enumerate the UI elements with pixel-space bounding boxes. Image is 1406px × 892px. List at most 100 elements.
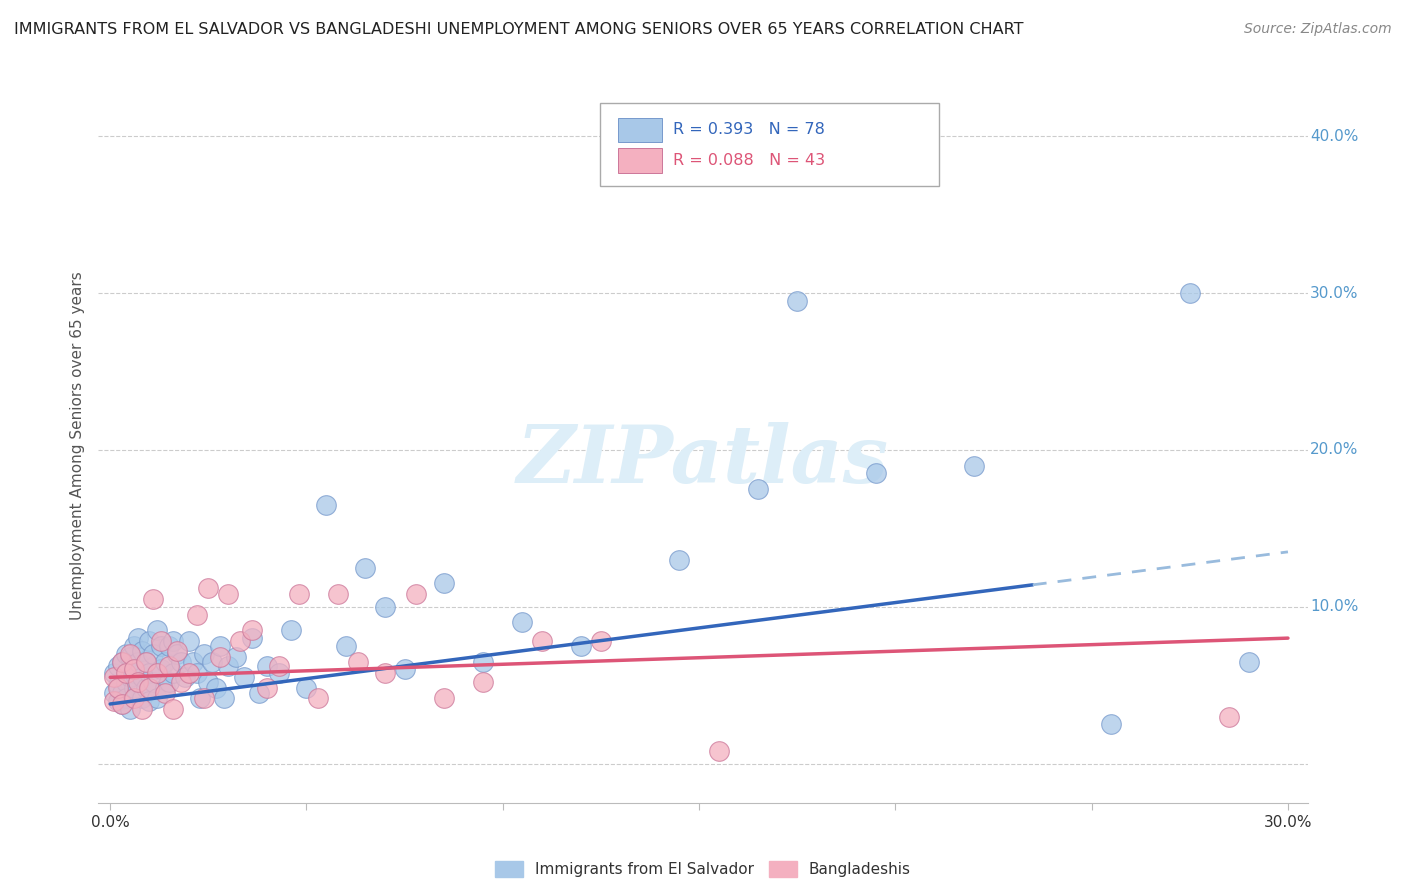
Point bbox=[173, 670, 195, 684]
Point bbox=[280, 624, 302, 638]
Point bbox=[122, 665, 145, 680]
Point bbox=[157, 659, 180, 673]
Point bbox=[193, 647, 215, 661]
Point bbox=[315, 498, 337, 512]
Point bbox=[111, 697, 134, 711]
Point bbox=[122, 639, 145, 653]
Point bbox=[335, 639, 357, 653]
Point bbox=[107, 681, 129, 696]
Point bbox=[229, 634, 252, 648]
Point bbox=[166, 643, 188, 657]
Point bbox=[963, 458, 986, 473]
Point bbox=[103, 694, 125, 708]
Point bbox=[212, 690, 235, 705]
Point bbox=[157, 639, 180, 653]
Point bbox=[107, 678, 129, 692]
Point bbox=[166, 647, 188, 661]
Point bbox=[131, 670, 153, 684]
Point bbox=[111, 655, 134, 669]
Point bbox=[127, 655, 149, 669]
Point bbox=[170, 675, 193, 690]
Point bbox=[153, 686, 176, 700]
Point bbox=[1237, 655, 1260, 669]
Point bbox=[209, 649, 232, 664]
Text: ZIPatlas: ZIPatlas bbox=[517, 422, 889, 499]
Point bbox=[287, 587, 309, 601]
Point bbox=[131, 702, 153, 716]
Point bbox=[135, 655, 157, 669]
Point bbox=[177, 665, 200, 680]
Point bbox=[115, 665, 138, 680]
Point bbox=[209, 639, 232, 653]
Point bbox=[146, 665, 169, 680]
Point bbox=[267, 665, 290, 680]
Point bbox=[433, 576, 456, 591]
Point bbox=[256, 659, 278, 673]
Point bbox=[150, 634, 173, 648]
Point bbox=[295, 681, 318, 696]
FancyBboxPatch shape bbox=[600, 103, 939, 186]
Point bbox=[157, 675, 180, 690]
Point bbox=[111, 686, 134, 700]
Point bbox=[240, 631, 263, 645]
Point bbox=[747, 482, 769, 496]
Point bbox=[146, 690, 169, 705]
Legend: Immigrants from El Salvador, Bangladeshis: Immigrants from El Salvador, Bangladeshi… bbox=[495, 862, 911, 877]
Point bbox=[707, 744, 730, 758]
Point bbox=[531, 634, 554, 648]
Point bbox=[1218, 709, 1240, 723]
Point bbox=[103, 665, 125, 680]
Point bbox=[668, 552, 690, 566]
FancyBboxPatch shape bbox=[619, 148, 662, 173]
Point bbox=[150, 663, 173, 677]
Point bbox=[177, 634, 200, 648]
Text: IMMIGRANTS FROM EL SALVADOR VS BANGLADESHI UNEMPLOYMENT AMONG SENIORS OVER 65 YE: IMMIGRANTS FROM EL SALVADOR VS BANGLADES… bbox=[14, 22, 1024, 37]
Point bbox=[131, 643, 153, 657]
Point bbox=[394, 663, 416, 677]
Point bbox=[307, 690, 329, 705]
Point bbox=[153, 681, 176, 696]
Point bbox=[142, 591, 165, 606]
Point bbox=[433, 690, 456, 705]
Point bbox=[354, 560, 377, 574]
Point bbox=[138, 694, 160, 708]
Point bbox=[162, 634, 184, 648]
Point bbox=[135, 681, 157, 696]
Text: 10.0%: 10.0% bbox=[1310, 599, 1358, 615]
Point bbox=[217, 587, 239, 601]
Text: 20.0%: 20.0% bbox=[1310, 442, 1358, 458]
Point bbox=[142, 675, 165, 690]
Point bbox=[405, 587, 427, 601]
Point bbox=[186, 607, 208, 622]
Point bbox=[374, 599, 396, 614]
Point bbox=[374, 665, 396, 680]
Point bbox=[103, 670, 125, 684]
Point bbox=[135, 655, 157, 669]
Point bbox=[122, 681, 145, 696]
Point bbox=[146, 624, 169, 638]
Point bbox=[217, 659, 239, 673]
Point bbox=[190, 690, 212, 705]
Point bbox=[107, 659, 129, 673]
Point bbox=[107, 694, 129, 708]
FancyBboxPatch shape bbox=[619, 118, 662, 142]
Point bbox=[138, 681, 160, 696]
Point bbox=[865, 467, 887, 481]
Text: Source: ZipAtlas.com: Source: ZipAtlas.com bbox=[1244, 22, 1392, 37]
Point bbox=[111, 655, 134, 669]
Point bbox=[150, 639, 173, 653]
Point bbox=[115, 647, 138, 661]
Point bbox=[131, 690, 153, 705]
Point bbox=[153, 655, 176, 669]
Point bbox=[142, 647, 165, 661]
Point bbox=[201, 655, 224, 669]
Point bbox=[267, 659, 290, 673]
Text: 40.0%: 40.0% bbox=[1310, 128, 1358, 144]
Point bbox=[162, 702, 184, 716]
Point bbox=[589, 634, 612, 648]
Point bbox=[181, 655, 204, 669]
Point bbox=[786, 293, 808, 308]
Point bbox=[197, 675, 219, 690]
Point bbox=[138, 634, 160, 648]
Point bbox=[569, 639, 592, 653]
